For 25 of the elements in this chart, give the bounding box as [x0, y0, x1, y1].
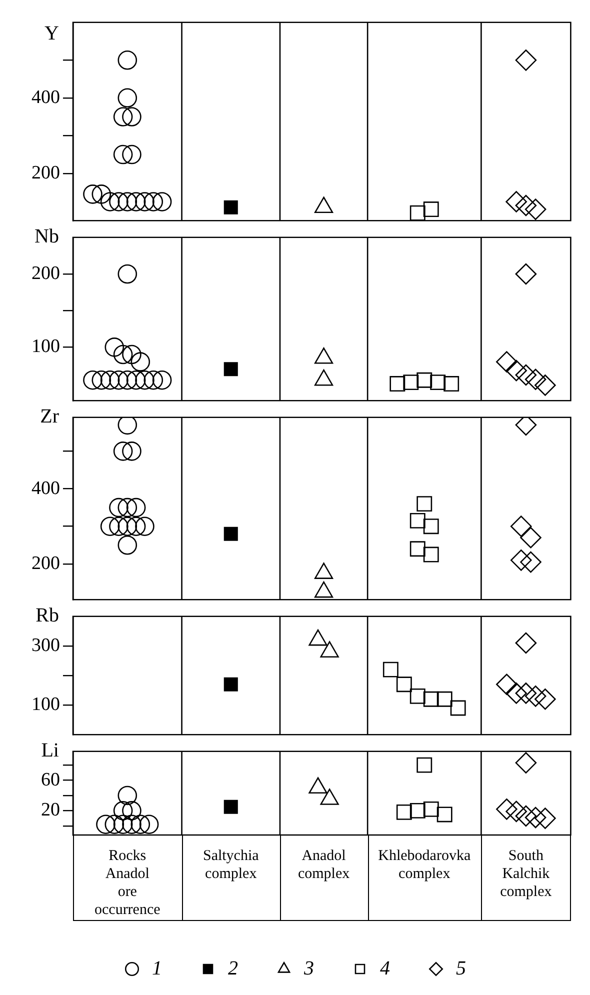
y-axis-title: Li [41, 740, 60, 762]
legend-label: 1 [152, 957, 162, 980]
y-axis-title: Nb [34, 226, 59, 248]
x-tick-label: South Kalchik complex [500, 848, 552, 900]
y-axis-title: Zr [40, 406, 60, 428]
y-tick-label: 100 [32, 336, 60, 358]
y-tick-label: 100 [32, 694, 60, 716]
y-tick-label: 60 [41, 769, 60, 790]
x-tick-label: Saltychia complex [202, 848, 260, 882]
y-tick-label: 400 [32, 86, 60, 108]
legend-label: 2 [228, 957, 238, 980]
legend-label: 3 [303, 957, 314, 980]
x-tick-label: Rocks Anadol ore occurrence [94, 848, 161, 918]
legend-label: 5 [456, 957, 466, 980]
y-tick-label: 400 [32, 478, 60, 499]
legend-label: 4 [380, 957, 390, 980]
y-axis-title: Y [44, 22, 59, 45]
y-tick-label: 300 [32, 634, 60, 656]
x-tick-label: Anadol complex [298, 848, 350, 882]
y-tick-label: 200 [32, 262, 60, 284]
y-tick-label: 20 [41, 800, 60, 821]
y-axis-title: Rb [36, 604, 59, 627]
x-tick-label: Khlebodarovka complex [378, 848, 471, 882]
y-tick-label: 200 [32, 552, 60, 574]
y-tick-label: 200 [32, 162, 60, 184]
